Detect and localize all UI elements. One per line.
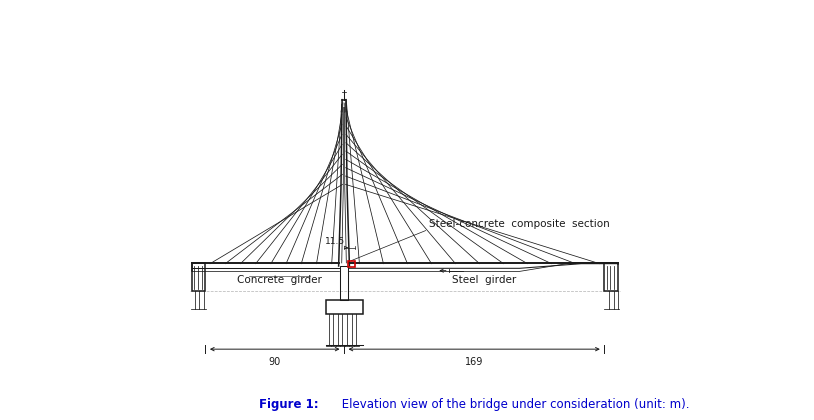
Text: 90: 90	[269, 357, 281, 367]
Text: 11.5: 11.5	[325, 237, 345, 246]
Text: Figure 1:: Figure 1:	[259, 398, 319, 411]
Bar	[348, 260, 355, 267]
Text: Steel  girder: Steel girder	[452, 275, 516, 285]
Text: 169: 169	[465, 357, 484, 367]
Bar	[604, 263, 618, 291]
Text: Concrete  girder: Concrete girder	[237, 275, 322, 285]
Text: Steel-concrete  composite  section: Steel-concrete composite section	[429, 219, 610, 229]
Bar	[191, 263, 205, 291]
Bar	[326, 300, 362, 314]
Text: Elevation view of the bridge under consideration (unit: m).: Elevation view of the bridge under consi…	[338, 398, 689, 411]
